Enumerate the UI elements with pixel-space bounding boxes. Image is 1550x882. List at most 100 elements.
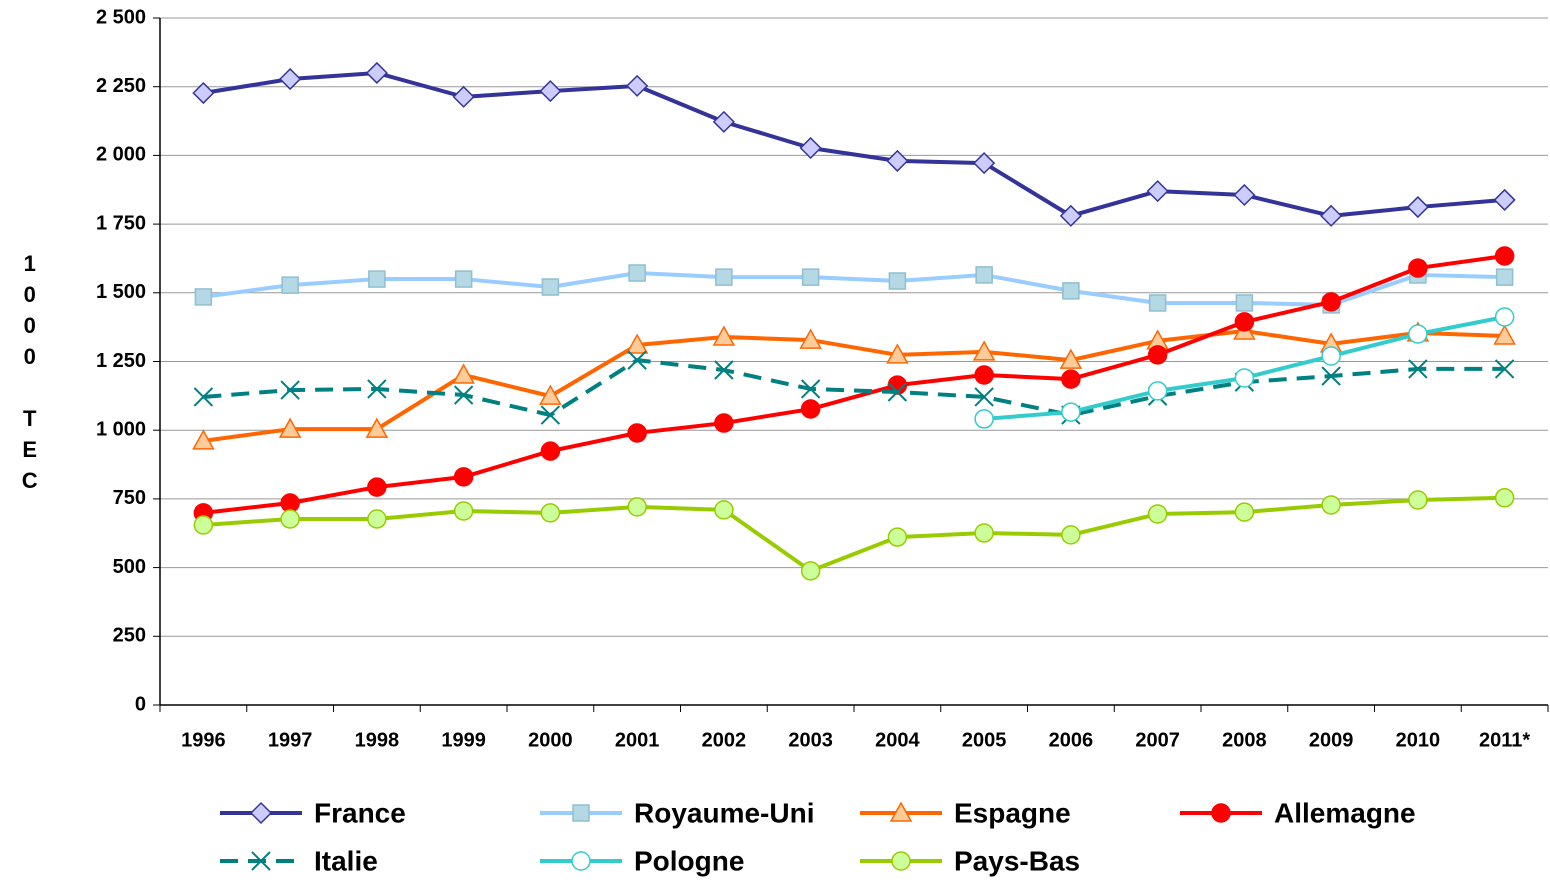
marker-stroke [800, 379, 821, 399]
x-tick-label: 1998 [355, 729, 400, 751]
marker [1321, 346, 1341, 366]
marker [193, 515, 214, 535]
marker [1406, 196, 1429, 219]
marker [1321, 366, 1341, 386]
marker [888, 272, 907, 290]
x-tick-label: 2010 [1396, 729, 1441, 751]
marker [1408, 258, 1428, 278]
legend-label: Allemagne [1274, 797, 1416, 828]
series-line [203, 253, 1505, 515]
marker-stroke [251, 851, 271, 871]
y-tick-label: 2 500 [96, 6, 146, 28]
marker-stroke [453, 385, 474, 405]
marker [571, 851, 591, 871]
y-tick-label: 1 750 [96, 212, 146, 234]
marker [889, 801, 913, 822]
marker [628, 264, 646, 282]
marker [251, 851, 271, 871]
legend-label: Pays-Bas [954, 845, 1080, 876]
series-line [203, 271, 1505, 307]
y-axis-label: 1000 TEC [17, 251, 42, 499]
y-tick-label: 1 250 [96, 350, 146, 372]
series-line [203, 70, 1505, 218]
marker [715, 268, 733, 286]
y-tick-label: 2 000 [96, 144, 146, 166]
marker [886, 149, 909, 172]
marker-stroke [1494, 359, 1515, 379]
y-tick-label: 2 250 [96, 75, 146, 97]
marker [249, 801, 273, 825]
marker [1148, 294, 1167, 312]
marker [1147, 381, 1168, 401]
marker [891, 851, 911, 871]
marker [1062, 282, 1080, 300]
legend-label: Italie [314, 845, 378, 876]
marker [1495, 268, 1514, 286]
marker [454, 270, 473, 288]
marker [714, 360, 734, 380]
y-tick-label: 500 [113, 556, 146, 578]
x-tick-label: 2011* [1479, 729, 1530, 751]
x-tick-label: 1997 [268, 729, 313, 751]
marker [1061, 402, 1081, 422]
x-tick-label: 2009 [1309, 729, 1354, 751]
marker [1494, 488, 1515, 508]
marker [1147, 345, 1168, 365]
marker [1494, 307, 1515, 327]
marker [194, 288, 213, 306]
marker [887, 382, 908, 402]
y-tick-label: 250 [113, 625, 146, 647]
marker [541, 278, 560, 296]
marker [973, 152, 996, 175]
y-tick-label: 1 500 [96, 281, 146, 303]
marker [1320, 204, 1343, 227]
marker [1408, 359, 1428, 379]
marker [368, 270, 386, 288]
marker [974, 365, 994, 385]
marker [975, 266, 993, 284]
x-tick-label: 2000 [528, 729, 573, 751]
marker-stroke [193, 387, 214, 407]
marker [365, 417, 389, 438]
marker [452, 85, 475, 108]
marker [800, 561, 821, 581]
marker [1408, 490, 1428, 510]
legend-label: Royaume-Uni [634, 797, 814, 828]
marker [886, 343, 909, 364]
x-tick-label: 1996 [181, 729, 226, 751]
marker [714, 500, 734, 520]
marker [625, 333, 649, 354]
marker [278, 417, 302, 438]
series-line [203, 495, 1505, 573]
marker-stroke [974, 387, 994, 407]
marker [1234, 312, 1255, 332]
marker [540, 441, 561, 461]
x-tick-label: 2004 [875, 729, 920, 751]
marker [799, 136, 822, 160]
x-tick-label: 2001 [615, 729, 660, 751]
marker [627, 423, 647, 443]
marker [714, 413, 734, 433]
x-tick-label: 2002 [702, 729, 747, 751]
y-tick-label: 750 [113, 487, 146, 509]
marker [1234, 502, 1255, 522]
marker [974, 409, 994, 429]
marker [887, 527, 908, 547]
marker-stroke [1321, 366, 1341, 386]
marker [367, 379, 387, 399]
marker [540, 503, 561, 523]
marker [539, 80, 562, 103]
marker [453, 385, 474, 405]
marker [1061, 369, 1081, 389]
marker [539, 384, 562, 405]
marker [1147, 504, 1168, 524]
marker [280, 509, 300, 529]
marker [192, 429, 215, 450]
marker [192, 81, 215, 105]
marker [972, 340, 996, 361]
y-tick-label: 0 [135, 693, 146, 715]
marker-stroke [367, 379, 387, 399]
x-tick-label: 2005 [962, 729, 1007, 751]
